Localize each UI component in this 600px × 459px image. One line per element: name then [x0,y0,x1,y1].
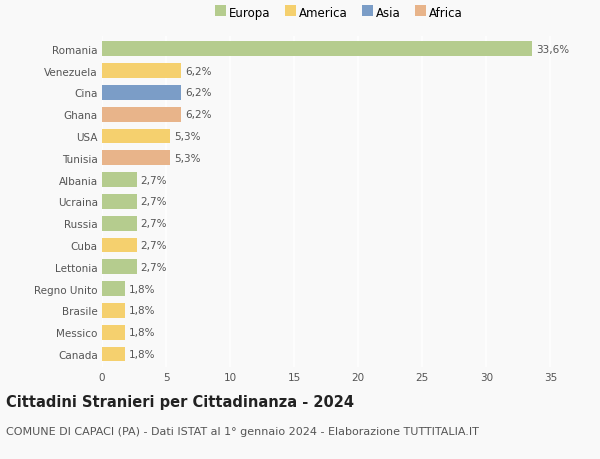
Bar [102,260,137,274]
Text: 6,2%: 6,2% [185,67,212,77]
Bar [102,216,137,231]
Text: 1,8%: 1,8% [129,349,155,359]
Text: Cittadini Stranieri per Cittadinanza - 2024: Cittadini Stranieri per Cittadinanza - 2… [6,394,354,409]
Text: 1,8%: 1,8% [129,284,155,294]
Text: 6,2%: 6,2% [185,110,212,120]
Text: 2,7%: 2,7% [140,197,167,207]
Bar [102,281,125,297]
Text: 5,3%: 5,3% [174,153,200,163]
Bar [102,195,137,209]
Bar [102,86,181,101]
Text: COMUNE DI CAPACI (PA) - Dati ISTAT al 1° gennaio 2024 - Elaborazione TUTTITALIA.: COMUNE DI CAPACI (PA) - Dati ISTAT al 1°… [6,426,479,436]
Text: 33,6%: 33,6% [536,45,569,55]
Text: 2,7%: 2,7% [140,262,167,272]
Bar [102,42,532,57]
Legend: Europa, America, Asia, Africa: Europa, America, Asia, Africa [211,2,467,24]
Bar [102,107,181,123]
Text: 2,7%: 2,7% [140,218,167,229]
Bar [102,238,137,253]
Bar [102,129,170,144]
Text: 2,7%: 2,7% [140,175,167,185]
Bar [102,325,125,340]
Bar [102,173,137,188]
Bar [102,347,125,362]
Text: 2,7%: 2,7% [140,241,167,251]
Bar [102,151,170,166]
Bar [102,64,181,79]
Bar [102,303,125,318]
Text: 6,2%: 6,2% [185,88,212,98]
Text: 1,8%: 1,8% [129,306,155,316]
Text: 1,8%: 1,8% [129,327,155,337]
Text: 5,3%: 5,3% [174,132,200,142]
